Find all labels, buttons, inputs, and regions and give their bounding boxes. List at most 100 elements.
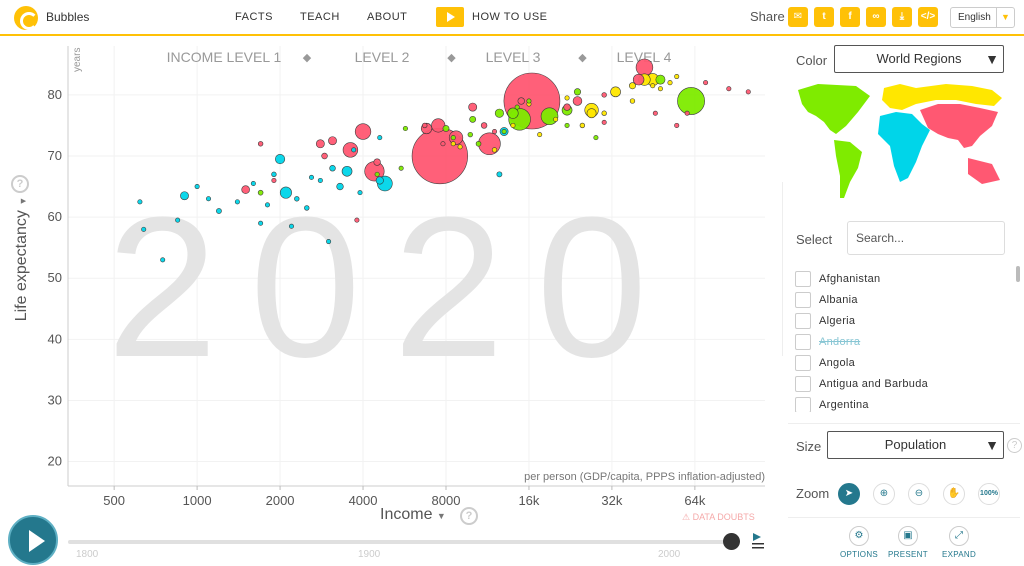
checkbox[interactable] (795, 312, 811, 329)
checkbox[interactable] (795, 396, 811, 412)
world-regions-map[interactable] (796, 82, 1006, 202)
nav-about[interactable]: ABOUT (367, 11, 408, 23)
bubble (655, 74, 666, 85)
y-axis-caret-icon: ▼ (18, 196, 28, 206)
pan-hand-icon[interactable]: ✋ (943, 483, 965, 505)
expand-button[interactable]: EXPAND (941, 550, 977, 559)
zoom-100-button[interactable]: 100% (978, 483, 1000, 505)
zoom-label: Zoom (796, 486, 830, 501)
size-help-icon[interactable]: ? (1007, 438, 1022, 453)
checkbox[interactable] (795, 270, 811, 287)
country-item-argentina[interactable]: Argentina (795, 394, 1010, 412)
caret-down-icon: ▼ (985, 51, 999, 67)
bubble (288, 223, 294, 229)
color-dropdown[interactable]: World Regions ▼ (834, 45, 1004, 73)
cursor-arrow-icon[interactable]: ➤ (838, 483, 860, 505)
expand-icon[interactable]: ⤢ (949, 526, 969, 546)
nav-facts[interactable]: FACTS (235, 11, 273, 23)
bubble (510, 122, 516, 128)
bubble (496, 171, 503, 178)
y-axis-title[interactable]: Life expectancy ▼ (13, 189, 31, 329)
select-label: Select (796, 232, 833, 247)
bubble (377, 135, 383, 141)
timeline-track[interactable] (68, 540, 732, 544)
options-button[interactable]: OPTIONS (839, 550, 879, 559)
email-share-icon[interactable]: ✉ (788, 7, 808, 27)
map-europe[interactable] (882, 84, 1002, 110)
gear-icon[interactable]: ⚙ (849, 526, 869, 546)
country-list-scrollbar[interactable] (1016, 266, 1020, 282)
x-unit-label: per person (GDP/capita, PPPS inflation-a… (524, 471, 765, 483)
y-axis-help-icon[interactable]: ? (11, 175, 29, 193)
income-level-label: LEVEL 3 (486, 49, 541, 65)
bubble (703, 80, 709, 86)
bubble (726, 86, 732, 92)
bubble (501, 129, 507, 135)
checkbox[interactable] (795, 354, 811, 371)
x-tick-label: 32k (601, 493, 622, 508)
present-button[interactable]: PRESENT (888, 550, 928, 559)
x-tick-label: 500 (103, 493, 125, 508)
zoom-in-icon[interactable]: ⊕ (873, 483, 895, 505)
country-item-angola[interactable]: Angola (795, 352, 1010, 373)
country-item-afghanistan[interactable]: Afghanistan (795, 268, 1010, 289)
bubble (632, 73, 645, 86)
map-africa[interactable] (878, 112, 930, 182)
data-doubts-link[interactable]: ⚠ DATA DOUBTS (682, 512, 755, 523)
income-level-divider-icon: ◆ (447, 52, 456, 64)
bubble (351, 147, 357, 153)
country-item-albania[interactable]: Albania (795, 289, 1010, 310)
play-button[interactable] (8, 515, 58, 565)
end-marker-icon[interactable] (752, 532, 764, 550)
zoom-out-icon[interactable]: ⊖ (908, 483, 930, 505)
x-axis-title[interactable]: Income ▼ (380, 506, 446, 524)
bubble (526, 98, 532, 104)
bubble (354, 123, 372, 140)
app-title: Bubbles (46, 10, 90, 24)
embed-code-icon[interactable]: </> (918, 7, 938, 27)
x-tick-label: 64k (684, 493, 705, 508)
language-select[interactable]: English ▼ (950, 7, 1015, 28)
facebook-share-icon[interactable]: f (840, 7, 860, 27)
bubble (601, 110, 607, 116)
divider (788, 517, 1020, 518)
income-level-label: INCOME LEVEL 1 (167, 49, 282, 65)
bubble (328, 136, 337, 146)
map-americas[interactable] (798, 84, 870, 198)
bubble (628, 82, 636, 90)
bubble (315, 139, 325, 149)
twitter-share-icon[interactable]: t (814, 7, 834, 27)
country-item-antigua-and-barbuda[interactable]: Antigua and Barbuda (795, 373, 1010, 394)
present-icon[interactable]: ▣ (898, 526, 918, 546)
y-tick-label: 20 (48, 454, 62, 469)
how-to-use-play-icon[interactable] (436, 7, 464, 27)
checkbox[interactable] (795, 291, 811, 308)
bubble (652, 110, 658, 116)
bubble (610, 86, 621, 98)
language-value: English (958, 12, 991, 23)
year-watermark: 2020 (107, 176, 680, 399)
size-dropdown[interactable]: Population ▼ (827, 431, 1004, 459)
map-asia[interactable] (920, 104, 1000, 184)
bubble (492, 129, 498, 135)
download-icon[interactable]: ⤓ (892, 7, 912, 27)
country-item-andorra[interactable]: Andorra (795, 331, 1010, 352)
data-doubts-label: DATA DOUBTS (692, 512, 755, 522)
size-dropdown-value: Population (884, 437, 947, 452)
bubble (601, 119, 607, 125)
gapminder-logo-icon[interactable] (14, 6, 38, 30)
timeline-handle[interactable] (723, 533, 740, 550)
income-level-divider-icon: ◆ (578, 52, 587, 64)
checkbox[interactable] (795, 333, 811, 350)
x-axis-help-icon[interactable]: ? (460, 507, 478, 525)
bubble (257, 141, 264, 147)
link-share-icon[interactable]: ∞ (866, 7, 886, 27)
nav-how-to-use[interactable]: HOW TO USE (472, 11, 548, 23)
bubble (677, 87, 705, 115)
bubble (275, 154, 286, 165)
checkbox[interactable] (795, 375, 811, 392)
nav-teach[interactable]: TEACH (300, 11, 340, 23)
country-search-input[interactable] (847, 221, 1005, 255)
country-item-algeria[interactable]: Algeria (795, 310, 1010, 331)
bubble (357, 190, 363, 196)
